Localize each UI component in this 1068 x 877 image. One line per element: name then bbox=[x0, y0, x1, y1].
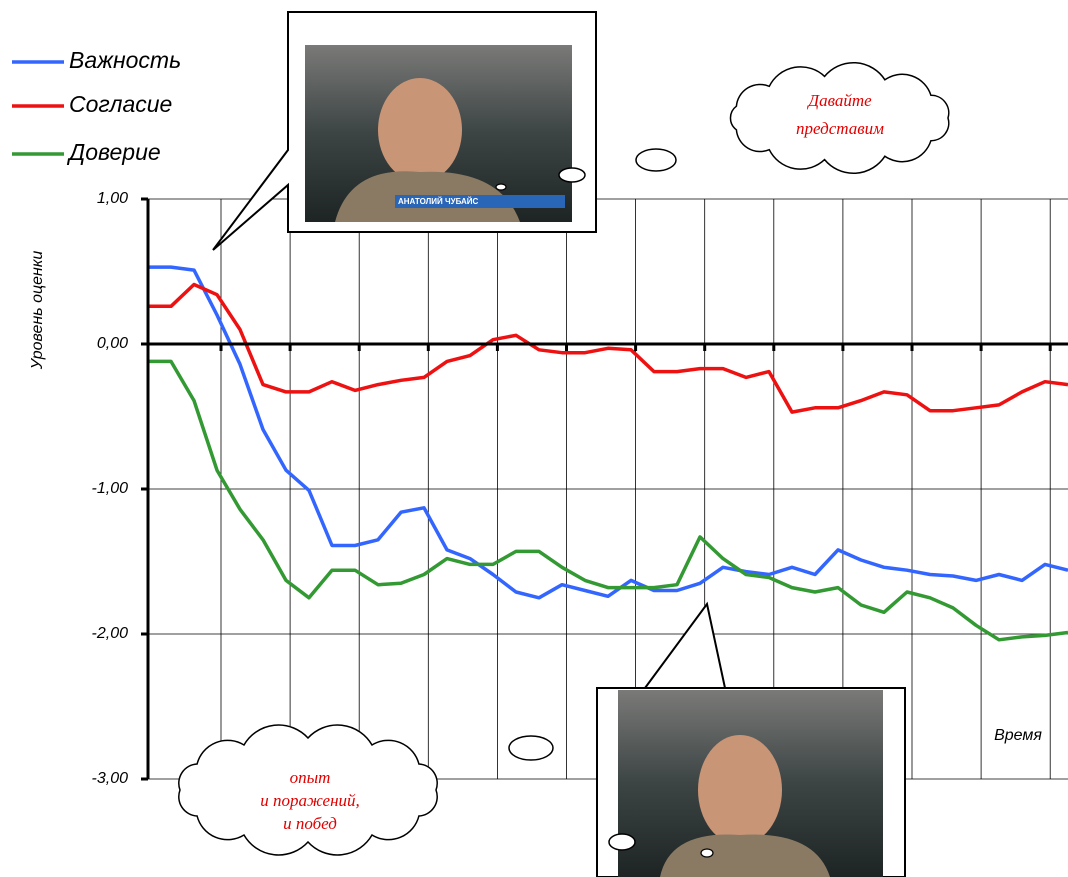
y-tick-label: -2,00 bbox=[92, 625, 129, 642]
cloud bbox=[729, 62, 950, 174]
lines bbox=[148, 265, 1068, 642]
photo-face bbox=[378, 78, 462, 182]
photo-face bbox=[698, 735, 782, 845]
series-line bbox=[148, 359, 1068, 642]
thought-bubble bbox=[508, 735, 554, 761]
axes: -3,00 -2,00 -1,00 0,00 1,00 bbox=[92, 190, 1068, 787]
cloud bbox=[178, 724, 438, 856]
thought-bubble bbox=[495, 183, 507, 191]
cloud-text: Давайте bbox=[806, 91, 872, 110]
y-tick-label: 1,00 bbox=[97, 190, 128, 207]
thought-bubble bbox=[558, 167, 586, 183]
y-axis-label: Уровень оценки bbox=[29, 251, 46, 371]
x-axis-label: Время bbox=[994, 727, 1042, 744]
photo-caption: АНАТОЛИЙ ЧУБАЙС bbox=[398, 197, 479, 206]
thought-bubble bbox=[608, 833, 636, 851]
clouds: Давайте представим опыт и поражений, и побед bbox=[178, 62, 950, 856]
legend-label: Важность bbox=[69, 47, 181, 73]
thought-bubble bbox=[700, 848, 714, 858]
legend: Важность Согласие Доверие bbox=[12, 47, 181, 165]
y-tick-label: -3,00 bbox=[92, 770, 129, 787]
photo-body bbox=[660, 834, 830, 877]
series-line bbox=[148, 282, 1068, 414]
thought-bubble bbox=[635, 148, 677, 172]
y-tick-label: -1,00 bbox=[92, 480, 129, 497]
series-line bbox=[148, 265, 1068, 600]
legend-label: Согласие bbox=[69, 91, 172, 117]
y-tick-label: 0,00 bbox=[97, 335, 128, 352]
cloud-text: и поражений, bbox=[260, 791, 360, 810]
legend-label: Доверие bbox=[66, 139, 161, 165]
cloud-text: опыт bbox=[290, 768, 331, 787]
cloud-text: и побед bbox=[283, 814, 337, 833]
cloud-text: представим bbox=[796, 119, 884, 138]
photo-caption-bar bbox=[395, 195, 565, 208]
